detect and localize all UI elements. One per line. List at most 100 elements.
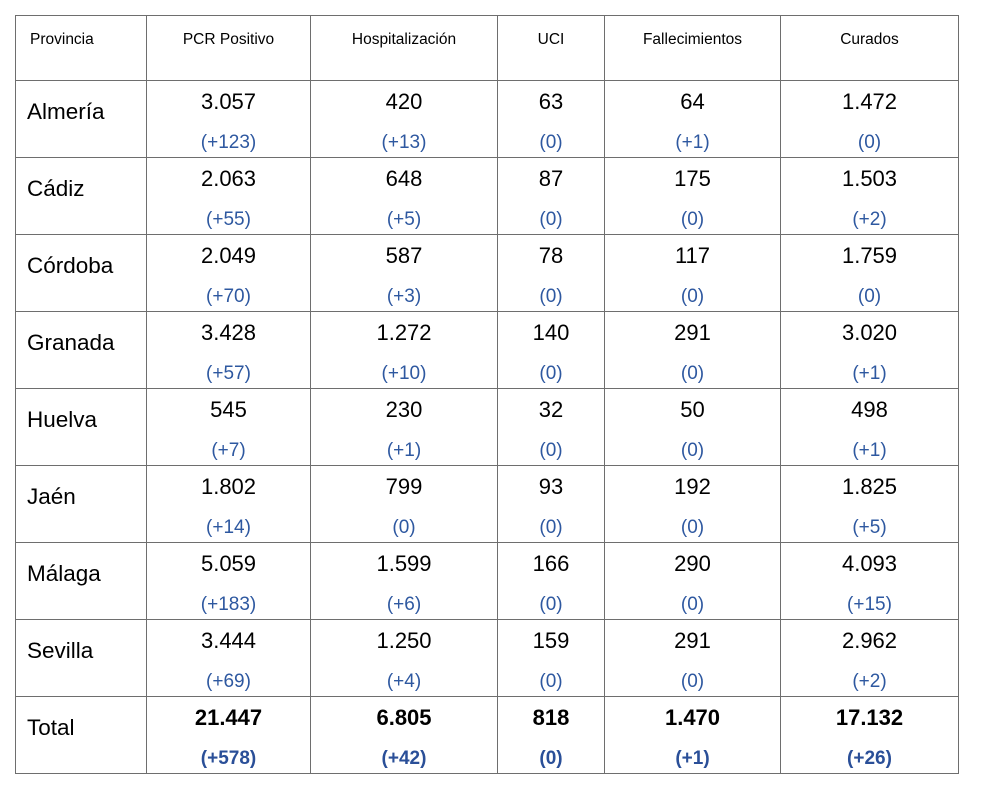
curados-cell: 1.825 (+5) [780, 465, 959, 543]
hospitalizacion-value: 420 [385, 89, 423, 114]
uci-value: 166 [532, 551, 570, 576]
curados-delta: (+26) [847, 748, 892, 769]
uci-value: 818 [532, 705, 570, 730]
curados-value: 498 [851, 397, 888, 422]
pcr-positivo-cell: 1.802 (+14) [146, 465, 311, 543]
uci-delta: (0) [539, 132, 563, 153]
curados-value: 1.825 [841, 474, 898, 499]
province-name: Huelva [27, 407, 98, 432]
uci-cell: 32 (0) [497, 388, 605, 466]
pcr-positivo-cell: 3.444 (+69) [146, 619, 311, 697]
uci-delta: (0) [539, 517, 563, 538]
curados-delta: (+5) [852, 517, 887, 538]
pcr-positivo-cell: 21.447 (+578) [146, 696, 311, 774]
hospitalizacion-cell: 799 (0) [310, 465, 498, 543]
curados-cell: 3.020 (+1) [780, 311, 959, 389]
curados-delta: (0) [857, 132, 882, 153]
header-uci: UCI [497, 15, 605, 81]
hospitalizacion-value: 6.805 [376, 705, 432, 730]
table-total-row: Total 21.447 (+578) 6.805 (+42) 818 (0) 1.470 (+… [15, 696, 959, 774]
hospitalizacion-cell: 648 (+5) [310, 157, 498, 235]
province-name: Jaén [27, 484, 76, 509]
hospitalizacion-value: 587 [385, 243, 423, 268]
uci-cell: 159 (0) [497, 619, 605, 697]
curados-cell: 498 (+1) [780, 388, 959, 466]
pcr-positivo-delta: (+57) [206, 363, 251, 384]
province-name: Córdoba [27, 253, 114, 278]
total-label: Total [27, 715, 75, 740]
hospitalizacion-value: 1.599 [376, 551, 432, 576]
table-row: Sevilla 3.444 (+69) 1.250 (+4) 159 (0) 291 (0) 2.… [15, 619, 959, 697]
fallecimientos-value: 291 [674, 320, 711, 345]
curados-delta: (+2) [852, 671, 887, 692]
uci-delta: (0) [539, 440, 563, 461]
fallecimientos-cell: 192 (0) [604, 465, 781, 543]
curados-delta: (0) [857, 286, 882, 307]
hospitalizacion-delta: (+1) [386, 440, 422, 461]
hospitalizacion-cell: 6.805 (+42) [310, 696, 498, 774]
table-row: Granada 3.428 (+57) 1.272 (+10) 140 (0) 291 (0) 3… [15, 311, 959, 389]
uci-delta: (0) [539, 671, 563, 692]
header-pcr-positivo: PCR Positivo [146, 15, 311, 81]
pcr-positivo-delta: (+55) [206, 209, 251, 230]
table-row: Jaén 1.802 (+14) 799 (0) 93 (0) 192 (0) 1.825 (+5) [15, 465, 959, 543]
curados-delta: (+1) [852, 363, 887, 384]
curados-cell: 1.503 (+2) [780, 157, 959, 235]
table-body: Almería 3.057 (+123) 420 (+13) 63 (0) 64 (+1) 1.4… [15, 80, 959, 774]
curados-cell: 4.093 (+15) [780, 542, 959, 620]
fallecimientos-delta: (0) [680, 440, 705, 461]
hospitalizacion-cell: 587 (+3) [310, 234, 498, 312]
province-name: Granada [27, 330, 115, 355]
fallecimientos-cell: 50 (0) [604, 388, 781, 466]
province-name-cell: Málaga [15, 542, 147, 620]
hospitalizacion-delta: (+42) [381, 748, 427, 769]
pcr-positivo-delta: (+183) [200, 594, 257, 615]
pcr-positivo-cell: 2.063 (+55) [146, 157, 311, 235]
curados-delta: (+15) [847, 594, 892, 615]
pcr-positivo-delta: (+578) [200, 748, 257, 769]
uci-delta: (0) [539, 748, 563, 769]
pcr-positivo-value: 545 [210, 397, 247, 422]
uci-cell: 166 (0) [497, 542, 605, 620]
uci-value: 78 [538, 243, 564, 268]
fallecimientos-value: 64 [680, 89, 705, 114]
curados-value: 1.503 [841, 166, 898, 191]
pcr-positivo-cell: 3.057 (+123) [146, 80, 311, 158]
province-name-cell: Huelva [15, 388, 147, 466]
fallecimientos-cell: 117 (0) [604, 234, 781, 312]
fallecimientos-delta: (0) [680, 594, 705, 615]
fallecimientos-delta: (0) [680, 209, 705, 230]
fallecimientos-cell: 1.470 (+1) [604, 696, 781, 774]
fallecimientos-delta: (+1) [675, 748, 710, 769]
curados-cell: 1.759 (0) [780, 234, 959, 312]
fallecimientos-value: 192 [674, 474, 711, 499]
province-name-cell: Jaén [15, 465, 147, 543]
hospitalizacion-value: 799 [385, 474, 423, 499]
province-name-cell: Sevilla [15, 619, 147, 697]
province-name-cell: Córdoba [15, 234, 147, 312]
hospitalizacion-delta: (+13) [381, 132, 427, 153]
pcr-positivo-value: 5.059 [200, 551, 257, 576]
hospitalizacion-delta: (+6) [386, 594, 422, 615]
province-name: Málaga [27, 561, 101, 586]
uci-value: 87 [538, 166, 564, 191]
pcr-positivo-value: 21.447 [194, 705, 263, 730]
province-name: Sevilla [27, 638, 94, 663]
province-name: Cádiz [27, 176, 85, 201]
pcr-positivo-delta: (+14) [206, 517, 251, 538]
uci-value: 140 [532, 320, 570, 345]
uci-delta: (0) [539, 209, 563, 230]
pcr-positivo-value: 2.063 [200, 166, 257, 191]
uci-cell: 63 (0) [497, 80, 605, 158]
pcr-positivo-value: 3.428 [200, 320, 257, 345]
fallecimientos-cell: 290 (0) [604, 542, 781, 620]
fallecimientos-cell: 64 (+1) [604, 80, 781, 158]
pcr-positivo-cell: 5.059 (+183) [146, 542, 311, 620]
hospitalizacion-value: 1.272 [376, 320, 432, 345]
fallecimientos-cell: 291 (0) [604, 311, 781, 389]
hospitalizacion-delta: (+5) [386, 209, 422, 230]
hospitalizacion-delta: (+3) [386, 286, 422, 307]
pcr-positivo-delta: (+69) [206, 671, 251, 692]
covid-province-table: Provincia PCR Positivo Hospitalización U… [15, 15, 959, 774]
header-curados: Curados [780, 15, 959, 81]
